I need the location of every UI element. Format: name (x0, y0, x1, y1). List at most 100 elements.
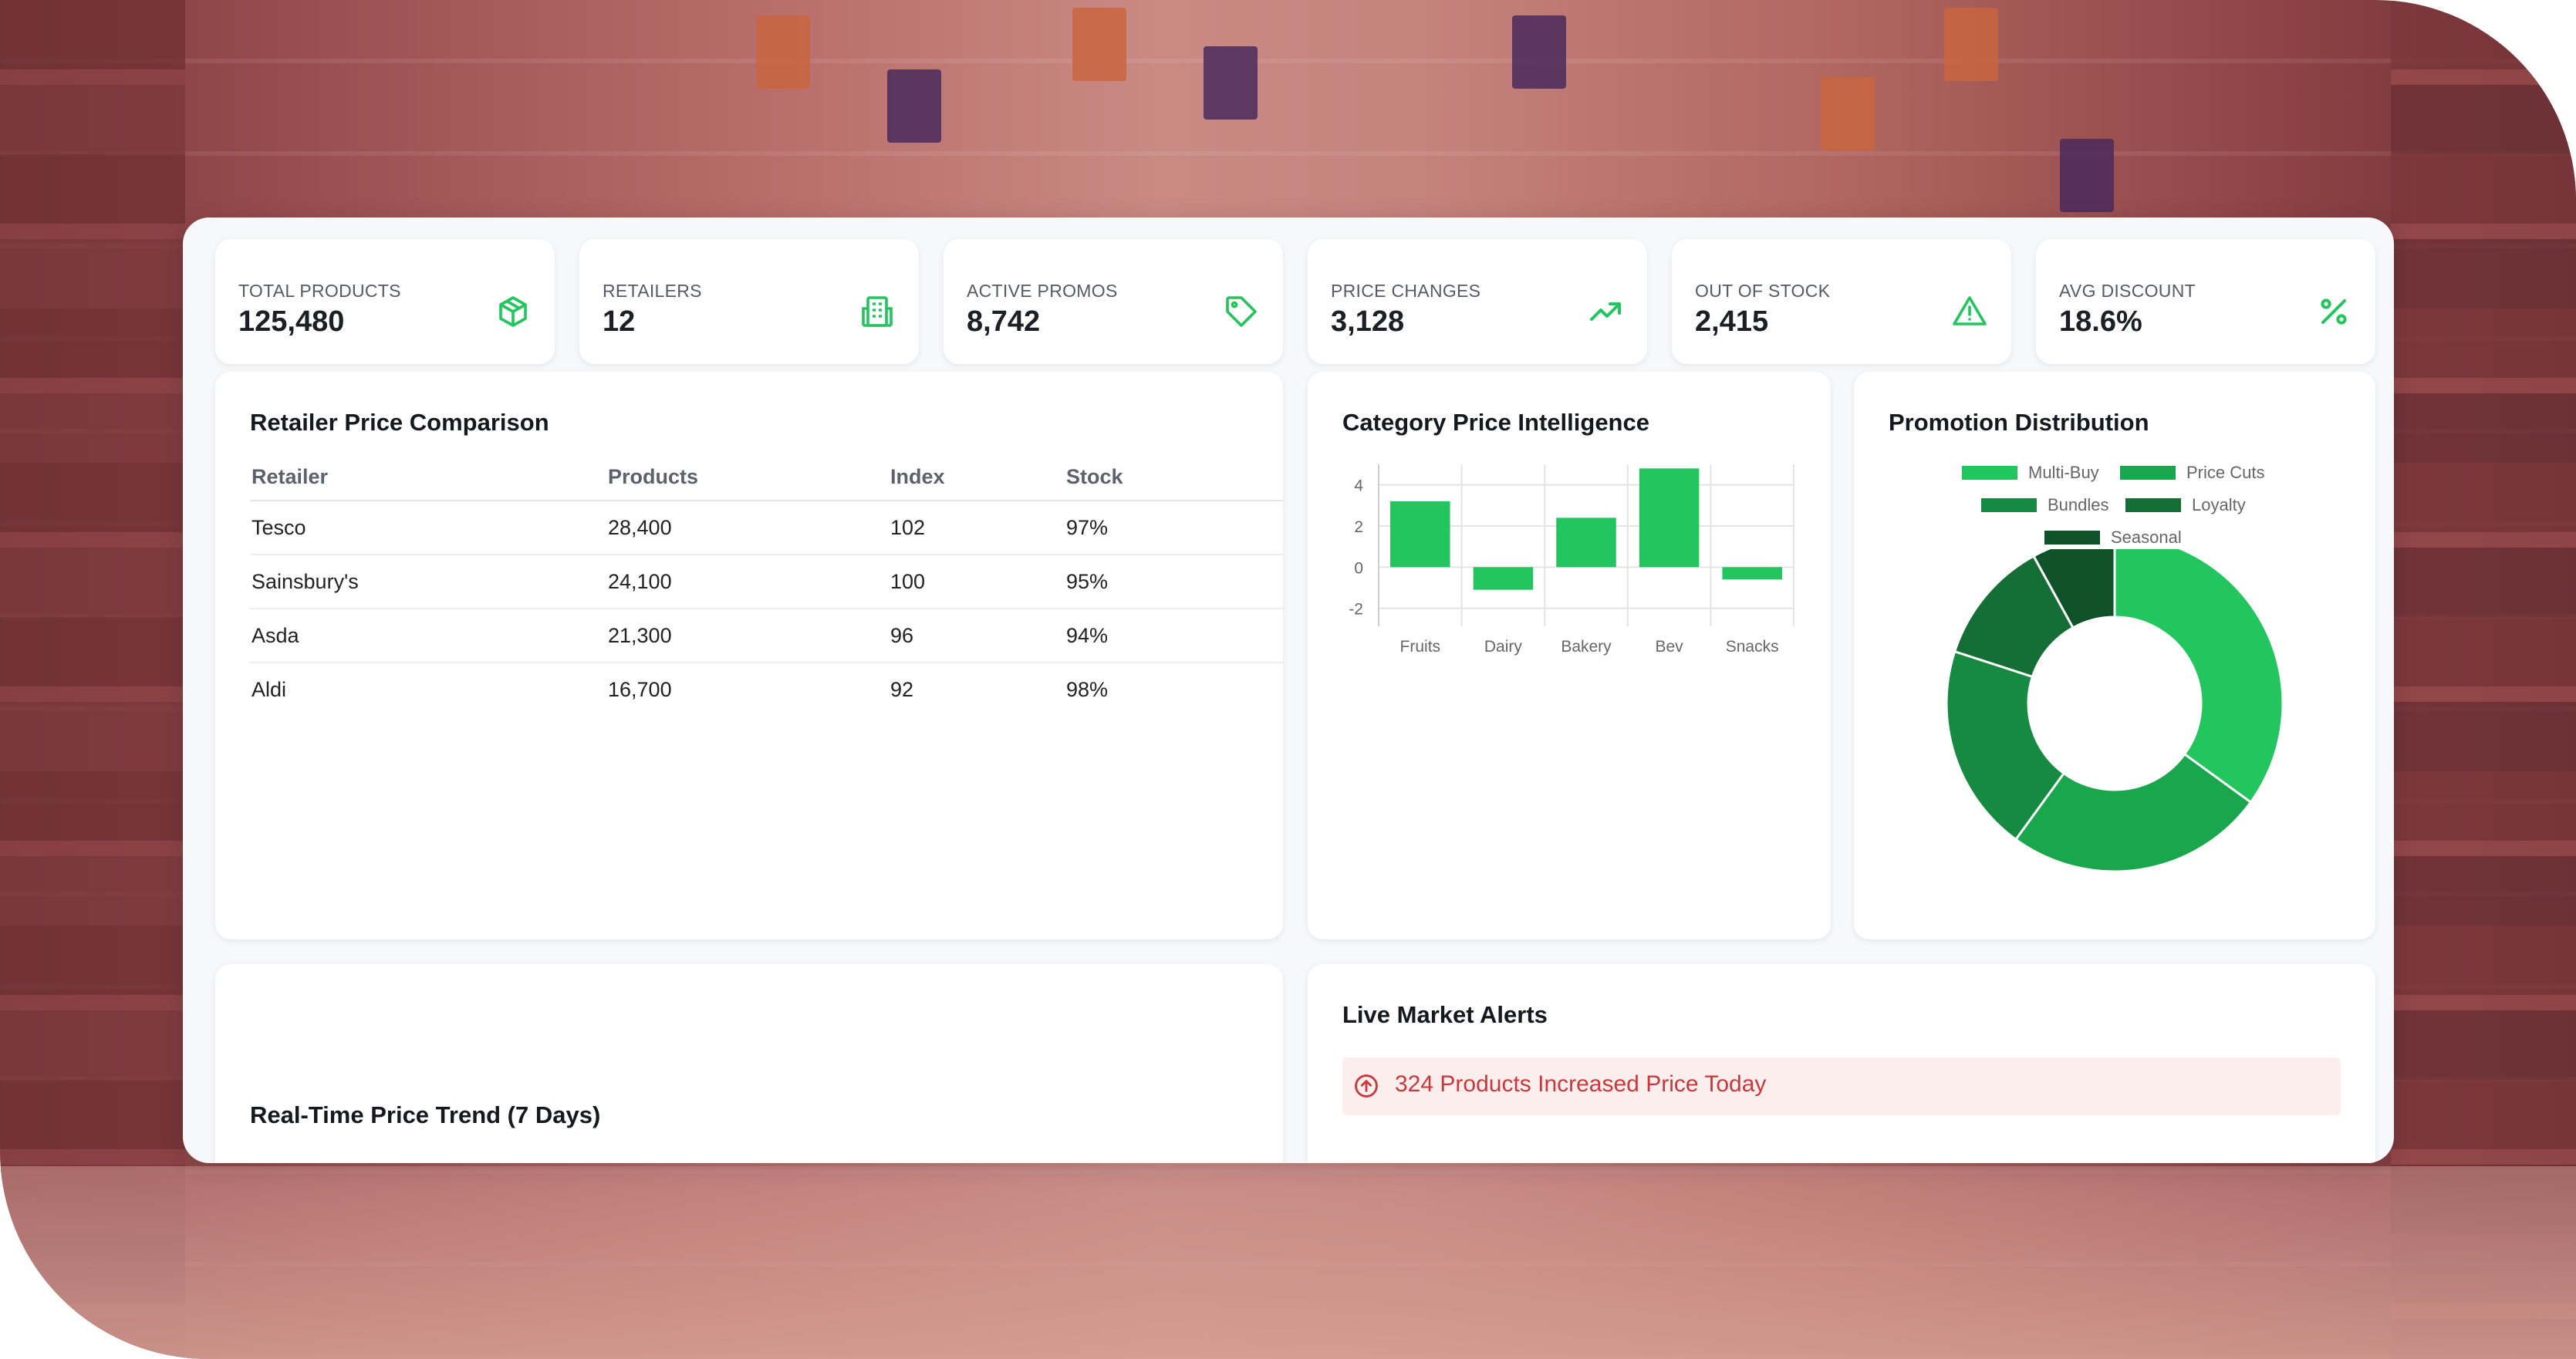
cell-products: 24,100 (606, 555, 889, 609)
stat-card-active-promos[interactable]: ACTIVE PROMOS 8,742 (944, 239, 1283, 364)
retailer-table: Retailer Products Index Stock Tesco 28,4… (250, 454, 1284, 716)
legend-label: Loyalty (2192, 495, 2246, 514)
stat-value: 2,415 (1695, 305, 1769, 338)
promotion-donut-chart (1945, 549, 2284, 873)
legend-swatch (2044, 531, 2100, 545)
legend-item[interactable]: Seasonal (2044, 528, 2182, 548)
promotion-distribution-card: Promotion Distribution Multi-Buy Price Cu… (1854, 372, 2375, 939)
legend-swatch (2120, 466, 2176, 480)
table-row[interactable]: Aldi 16,700 92 98% (250, 663, 1284, 716)
cell-retailer: Asda (250, 609, 606, 663)
y-tick-label: 4 (1354, 477, 1363, 495)
bar[interactable] (1639, 468, 1700, 568)
legend-item[interactable]: Bundles (1981, 495, 2109, 515)
column-header[interactable]: Products (606, 454, 889, 501)
card-title: Promotion Distribution (1889, 409, 2149, 436)
donut-slice[interactable] (2113, 549, 2284, 804)
alert-item[interactable]: 324 Products Increased Price Today (1342, 1057, 2341, 1115)
column-header[interactable]: Index (889, 454, 1065, 501)
cell-stock: 95% (1065, 555, 1284, 609)
promo-sign (1512, 15, 1566, 89)
donut-slice[interactable] (1945, 649, 2066, 841)
table-row[interactable]: Asda 21,300 96 94% (250, 609, 1284, 663)
cell-index: 96 (889, 609, 1065, 663)
cell-index: 100 (889, 555, 1065, 609)
arrow-up-circle-icon (1355, 1074, 1378, 1098)
building-icon (862, 296, 893, 327)
cell-index: 92 (890, 677, 914, 701)
cell-index: 102 (889, 501, 1065, 555)
price-trend-card: Real-Time Price Trend (7 Days) (215, 964, 1283, 1163)
promo-sign (1072, 8, 1126, 81)
promo-sign (756, 15, 810, 89)
y-tick-label: -2 (1349, 601, 1363, 619)
x-tick-label: Bev (1656, 638, 1684, 656)
stat-label: AVG DISCOUNT (2059, 281, 2196, 301)
stat-card-avg-discount[interactable]: AVG DISCOUNT 18.6% (2036, 239, 2375, 364)
bar[interactable] (1473, 567, 1534, 590)
bar[interactable] (1390, 501, 1450, 568)
legend-label: Multi-Buy (2028, 463, 2099, 482)
retailer-price-comparison-card: Retailer Price Comparison Retailer Produ… (215, 372, 1284, 939)
alert-text: 324 Products Increased Price Today (1395, 1071, 1767, 1097)
stat-value: 3,128 (1331, 305, 1405, 338)
promo-sign (2060, 139, 2114, 212)
stat-card-price-changes[interactable]: PRICE CHANGES 3,128 (1308, 239, 1647, 364)
legend-swatch (2125, 498, 2181, 512)
stat-label: ACTIVE PROMOS (967, 281, 1118, 301)
stat-label: RETAILERS (603, 281, 702, 301)
table-header-row: Retailer Products Index Stock (250, 454, 1284, 501)
y-tick-label: 2 (1354, 518, 1363, 536)
stat-card-out-of-stock[interactable]: OUT OF STOCK 2,415 (1672, 239, 2011, 364)
x-tick-label: Dairy (1484, 638, 1523, 656)
category-price-intelligence-card: Category Price Intelligence 4 2 0 -2 Fruits D… (1308, 372, 1831, 939)
cell-products: 28,400 (606, 501, 889, 555)
x-tick-label: Fruits (1400, 638, 1441, 656)
card-title: Real-Time Price Trend (7 Days) (250, 1101, 601, 1128)
trending-up-icon (1590, 302, 1621, 321)
legend-item[interactable]: Loyalty (2125, 495, 2246, 515)
tag-icon (1226, 296, 1257, 327)
promo-sign (887, 69, 941, 143)
stat-value: 125,480 (238, 305, 345, 338)
legend-label: Bundles (2048, 495, 2109, 514)
legend-item[interactable]: Multi-Buy (1962, 463, 2099, 483)
x-tick-label: Bakery (1561, 638, 1612, 656)
legend-label: Seasonal (2111, 528, 2182, 547)
cell-stock: 98% (1066, 677, 1109, 701)
promo-sign (1821, 77, 1875, 150)
cell-stock: 97% (1065, 501, 1284, 555)
live-market-alerts-card: Live Market Alerts 324 Products Increase… (1308, 964, 2375, 1163)
promo-sign (1204, 46, 1258, 120)
warning-icon (1953, 296, 1987, 325)
legend-swatch (1981, 498, 2037, 512)
card-title: Retailer Price Comparison (250, 409, 549, 436)
stat-card-retailers[interactable]: RETAILERS 12 (579, 239, 919, 364)
promo-sign (1944, 8, 1998, 81)
box-icon (499, 296, 527, 327)
column-header[interactable]: Stock (1065, 454, 1284, 501)
legend-label: Price Cuts (2186, 463, 2265, 482)
x-tick-label: Snacks (1726, 638, 1779, 656)
stat-value: 18.6% (2059, 305, 2142, 338)
bar[interactable] (1722, 567, 1782, 580)
cell-retailer: Tesco (250, 501, 606, 555)
cell-retailer: Aldi (252, 677, 287, 701)
cell-products: 16,700 (608, 677, 672, 701)
legend-item[interactable]: Price Cuts (2120, 463, 2264, 483)
table-row[interactable]: Sainsbury's 24,100 100 95% (250, 555, 1284, 609)
stat-card-total-products[interactable]: TOTAL PRODUCTS 125,480 (215, 239, 555, 364)
category-bar-chart: 4 2 0 -2 Fruits Dairy Bakery Bev Snacks (1349, 464, 1794, 656)
donut-slice[interactable] (2031, 549, 2116, 629)
donut-slice[interactable] (2014, 752, 2253, 873)
cell-stock: 94% (1065, 609, 1284, 663)
stat-label: OUT OF STOCK (1695, 281, 1831, 301)
card-title: Category Price Intelligence (1342, 409, 1649, 436)
column-header[interactable]: Retailer (250, 454, 606, 501)
cell-retailer: Sainsbury's (250, 555, 606, 609)
bar[interactable] (1556, 518, 1616, 568)
stat-label: TOTAL PRODUCTS (238, 281, 401, 301)
right-shelf (2391, 0, 2576, 1359)
cell-products: 21,300 (606, 609, 889, 663)
table-row[interactable]: Tesco 28,400 102 97% (250, 501, 1284, 555)
